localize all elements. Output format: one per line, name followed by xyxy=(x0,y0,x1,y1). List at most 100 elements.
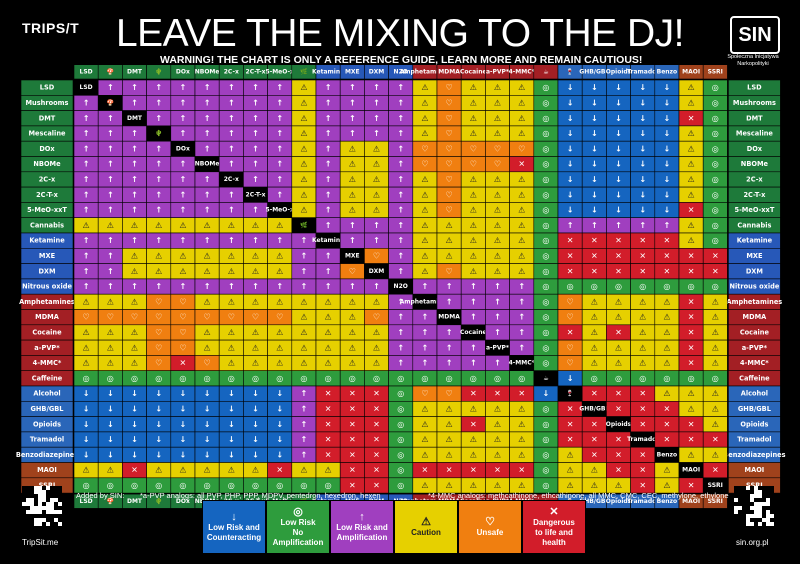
interaction-symbol: ⚠ xyxy=(470,129,477,138)
interaction-symbol: ⚠ xyxy=(591,359,598,368)
interaction-symbol: ⚠ xyxy=(615,313,622,322)
legend-label: Low Risk and xyxy=(208,523,260,532)
qr-code-tripsit[interactable] xyxy=(22,486,62,526)
interaction-symbol: ⚠ xyxy=(252,359,259,368)
interaction-symbol: ⚠ xyxy=(83,343,90,352)
interaction-symbol: ◎ xyxy=(542,144,549,153)
qr-module xyxy=(30,518,34,522)
interaction-symbol: ↓ xyxy=(180,420,187,429)
interaction-symbol: ⚠ xyxy=(228,251,235,260)
interaction-symbol: ⚠ xyxy=(300,466,307,475)
legend-item-dangerous: ✕ Dangerous to life and health xyxy=(522,500,586,554)
interaction-symbol: ⚠ xyxy=(470,206,477,215)
interaction-symbol: ⚠ xyxy=(446,450,453,459)
interaction-symbol: ↑ xyxy=(252,129,259,138)
interaction-symbol: ✕ xyxy=(325,389,332,398)
qr-module xyxy=(750,490,754,494)
interaction-symbol: ↑ xyxy=(301,435,308,444)
qr-module xyxy=(738,510,742,514)
interaction-symbol: ⚠ xyxy=(494,175,501,184)
interaction-symbol: ↓ xyxy=(204,389,211,398)
interaction-symbol: ✕ xyxy=(615,435,622,444)
column-header-label: 🌵 xyxy=(155,67,162,75)
qr-code-sin[interactable] xyxy=(734,486,774,526)
interaction-symbol: ◎ xyxy=(518,374,525,383)
row-label: SSRI xyxy=(746,481,763,489)
interaction-symbol: ↑ xyxy=(518,343,525,352)
interaction-symbol: ⚠ xyxy=(325,313,332,322)
interaction-symbol: ↓ xyxy=(252,389,259,398)
qr-module xyxy=(22,494,26,498)
interaction-symbol: ✕ xyxy=(688,267,695,276)
interaction-symbol: ⚠ xyxy=(688,404,695,413)
interaction-symbol: ⚠ xyxy=(276,251,283,260)
interaction-symbol: ✕ xyxy=(518,466,525,475)
interaction-symbol: ↓ xyxy=(543,389,550,398)
interaction-symbol: ⚠ xyxy=(421,435,428,444)
interaction-symbol: ✕ xyxy=(591,435,598,444)
column-footer-label: SSRI xyxy=(708,498,723,505)
interaction-symbol: ⚠ xyxy=(639,328,646,337)
interaction-symbol: ◎ xyxy=(228,481,235,490)
sin-logo-mark: SIN xyxy=(730,16,780,54)
interaction-symbol: ⚠ xyxy=(373,206,380,215)
row-label: MDMA xyxy=(35,313,60,321)
interaction-symbol: ↑ xyxy=(204,114,211,123)
interaction-symbol: ◎ xyxy=(252,481,259,490)
interaction-symbol: ⚠ xyxy=(688,175,695,184)
qr-module xyxy=(54,490,58,494)
interaction-symbol: ✕ xyxy=(470,389,477,398)
interaction-symbol: ↓ xyxy=(180,404,187,413)
diagonal-label: Benzo xyxy=(657,451,678,458)
interaction-symbol: ↓ xyxy=(664,83,671,92)
interaction-symbol: ⚠ xyxy=(591,328,598,337)
interaction-symbol: ⚠ xyxy=(349,343,356,352)
interaction-symbol: ↑ xyxy=(276,129,283,138)
interaction-symbol: ⚠ xyxy=(639,313,646,322)
tripsit-url[interactable]: TripSit.me xyxy=(22,538,59,547)
interaction-symbol: ◎ xyxy=(712,282,719,291)
interaction-symbol: ⚠ xyxy=(518,129,525,138)
interaction-symbol: ↑ xyxy=(301,420,308,429)
interaction-symbol: ♡ xyxy=(446,83,453,92)
interaction-symbol: ⚠ xyxy=(204,343,211,352)
interaction-symbol: ↑ xyxy=(228,114,235,123)
interaction-symbol: ⚠ xyxy=(300,144,307,153)
interaction-symbol: ⚠ xyxy=(300,160,307,169)
interaction-symbol: ↑ xyxy=(397,297,404,306)
interaction-symbol: ⚠ xyxy=(567,466,574,475)
interaction-symbol: ◎ xyxy=(107,374,114,383)
interaction-symbol: ⚠ xyxy=(179,267,186,276)
interaction-symbol: ◎ xyxy=(542,450,549,459)
qr-module xyxy=(58,518,62,522)
interaction-symbol: ↓ xyxy=(664,160,671,169)
diagonal-label: 2C-x xyxy=(224,176,239,183)
interaction-symbol: ◎ xyxy=(615,374,622,383)
interaction-symbol: ⚠ xyxy=(204,221,211,230)
column-header-label: 2C-x xyxy=(224,68,239,75)
interaction-symbol: ✕ xyxy=(373,435,380,444)
interaction-symbol: ↑ xyxy=(276,190,283,199)
interaction-symbol: ↓ xyxy=(664,129,671,138)
interaction-symbol: ⚠ xyxy=(204,297,211,306)
column-header-label: 5-MeO-x xyxy=(266,68,294,75)
interaction-symbol: ⚠ xyxy=(276,221,283,230)
interaction-symbol: ♡ xyxy=(446,144,453,153)
interaction-symbol: ⚠ xyxy=(494,404,501,413)
qr-module xyxy=(762,486,766,490)
interaction-symbol: ↑ xyxy=(397,129,404,138)
interaction-symbol: ↑ xyxy=(204,190,211,199)
interaction-symbol: ⚠ xyxy=(567,450,574,459)
interaction-symbol: ◎ xyxy=(542,404,549,413)
interaction-symbol: ✕ xyxy=(349,450,356,459)
sin-url[interactable]: sin.org.pl xyxy=(736,538,769,547)
interaction-symbol: ↓ xyxy=(639,175,646,184)
interaction-symbol: ⚠ xyxy=(421,420,428,429)
interaction-symbol: ↑ xyxy=(325,221,332,230)
interaction-symbol: ✕ xyxy=(664,251,671,260)
column-footer xyxy=(702,493,728,509)
interaction-symbol: ↓ xyxy=(252,420,259,429)
interaction-symbol: ⚠ xyxy=(373,175,380,184)
interaction-symbol: ◎ xyxy=(663,282,670,291)
interaction-symbol: ↑ xyxy=(83,190,90,199)
